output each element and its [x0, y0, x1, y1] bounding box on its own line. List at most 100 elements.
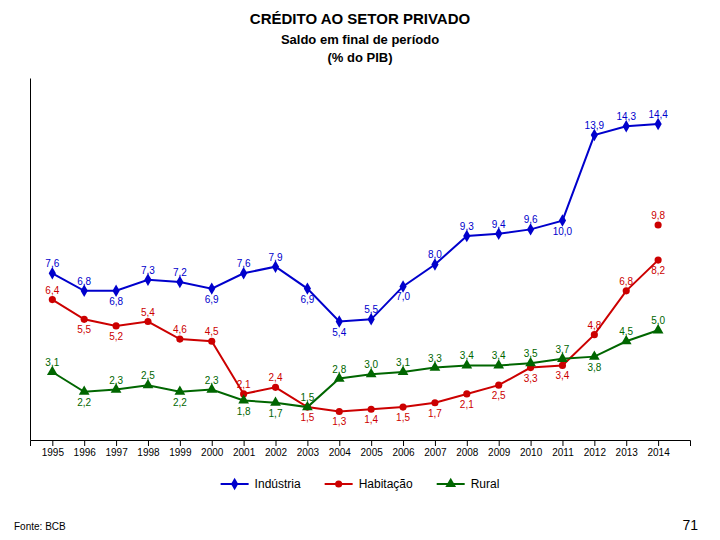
data-label: 7,6	[237, 258, 251, 269]
data-label: 9,4	[492, 219, 506, 230]
data-label: 7,2	[173, 267, 187, 278]
data-label: 1,5	[300, 412, 314, 423]
data-label: 2,3	[205, 375, 219, 386]
x-tick-mark	[371, 440, 372, 446]
data-label: 4,5	[205, 326, 219, 337]
x-tick: 2002	[265, 440, 288, 458]
x-tick-label: 2012	[584, 447, 607, 458]
x-tick: 2013	[616, 440, 639, 458]
series-line	[52, 260, 658, 411]
legend-marker	[445, 478, 456, 487]
data-label: 2,2	[173, 397, 187, 408]
data-label: 4,5	[619, 326, 633, 337]
data-label: 2,8	[332, 364, 346, 375]
x-tick: 2008	[456, 440, 479, 458]
data-label: 13,9	[585, 120, 605, 131]
data-label: 7,6	[45, 258, 59, 269]
x-axis: 1995199619971998199920002001200220032004…	[31, 440, 691, 458]
data-label: 14,3	[616, 111, 636, 122]
x-tick-mark	[276, 440, 277, 446]
point	[559, 362, 566, 369]
point	[272, 384, 279, 391]
y-axis-line	[30, 79, 31, 441]
point	[623, 287, 630, 294]
x-tick-label: 1997	[105, 447, 128, 458]
legend-marker	[335, 480, 342, 487]
data-label: 3,0	[364, 359, 378, 370]
data-label: 1,8	[237, 406, 251, 417]
page-number: 71	[682, 517, 698, 533]
point	[208, 338, 215, 345]
data-label: 14,4	[648, 109, 668, 120]
x-tick: 2010	[520, 440, 543, 458]
point	[270, 396, 281, 405]
legend-item: Rural	[437, 477, 500, 491]
x-axis-line	[31, 441, 691, 447]
data-label: 9,6	[524, 214, 538, 225]
x-tick-mark	[212, 440, 213, 446]
data-label: 4,6	[173, 324, 187, 335]
x-tick-label: 1996	[74, 447, 97, 458]
data-label: 3,1	[396, 357, 410, 368]
x-tick-mark	[339, 440, 340, 446]
point	[589, 350, 600, 359]
series-line	[52, 330, 658, 407]
x-tick: 2003	[297, 440, 320, 458]
x-tick-mark	[307, 440, 308, 446]
subtitle: (% do PIB)	[328, 50, 393, 65]
data-label: 3,3	[428, 353, 442, 364]
data-label: 5,2	[109, 331, 123, 342]
x-tick-label: 2011	[552, 447, 574, 458]
x-tick: 2004	[329, 440, 352, 458]
data-label: 7,9	[269, 252, 283, 263]
x-tick-label: 2002	[265, 447, 288, 458]
x-tick-mark	[84, 440, 85, 446]
data-label: 5,4	[141, 307, 155, 318]
title: CRÉDITO AO SETOR PRIVADO	[250, 10, 471, 27]
data-label: 6,8	[109, 296, 123, 307]
data-label: 1,4	[364, 414, 378, 425]
data-label: 5,5	[364, 304, 378, 315]
data-label: 6,8	[77, 276, 91, 287]
data-label: 5,0	[651, 315, 665, 326]
x-tick-label: 2008	[456, 447, 479, 458]
data-label: 2,4	[269, 372, 283, 383]
data-label: 2,1	[237, 379, 251, 390]
point	[495, 382, 502, 389]
x-tick: 2000	[201, 440, 224, 458]
data-label: 1,5	[300, 392, 314, 403]
point	[431, 399, 438, 406]
data-label: 2,5	[492, 390, 506, 401]
x-tick-mark	[562, 440, 563, 446]
x-tick-label: 1995	[42, 447, 65, 458]
legend-label: Rural	[471, 477, 500, 491]
data-labels: 7,66,86,87,37,26,97,67,96,95,45,57,08,09…	[45, 109, 668, 427]
data-label: 2,1	[460, 399, 474, 410]
data-label: 3,3	[524, 373, 538, 384]
data-label: 1,7	[269, 408, 283, 419]
point	[81, 316, 88, 323]
data-label: 4,8	[587, 320, 601, 331]
x-tick-label: 2003	[297, 447, 320, 458]
point	[238, 394, 249, 403]
point	[336, 408, 343, 415]
x-tick-mark	[626, 440, 627, 446]
data-label: 9,3	[460, 221, 474, 232]
data-label: 2,5	[141, 370, 155, 381]
x-tick-label: 2007	[424, 447, 447, 458]
data-label: 3,7	[556, 344, 570, 355]
x-tick-mark	[52, 440, 53, 446]
x-tick-mark	[594, 440, 595, 446]
x-tick-mark	[403, 440, 404, 446]
x-tick: 1995	[42, 440, 65, 458]
x-tick-mark	[180, 440, 181, 446]
legend-item: Indústria	[221, 477, 301, 491]
x-tick-mark	[658, 440, 659, 446]
data-label: 7,3	[141, 265, 155, 276]
x-tick-label: 2005	[361, 447, 384, 458]
data-label: 8,0	[428, 249, 442, 260]
x-tick-mark	[435, 440, 436, 446]
data-label: 8,2	[651, 265, 665, 276]
x-tick: 1999	[169, 440, 192, 458]
point	[49, 296, 56, 303]
